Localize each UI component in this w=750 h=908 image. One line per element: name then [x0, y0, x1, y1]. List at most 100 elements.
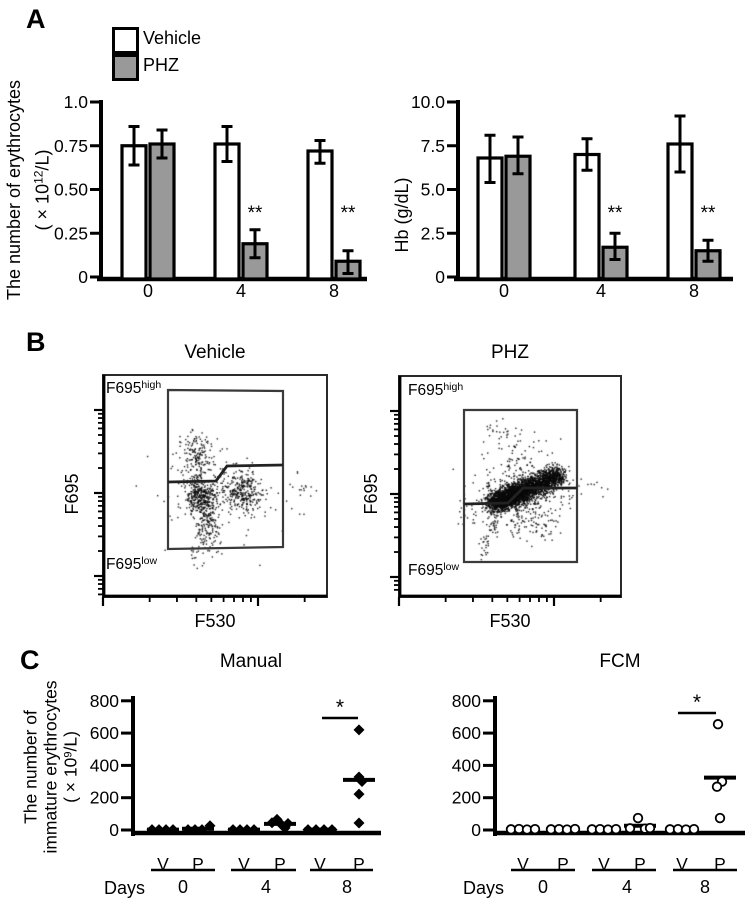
hb-ylabel: Hb (g/dL)	[392, 177, 412, 253]
data-point-diamond	[310, 824, 322, 836]
data-point-diamond	[353, 817, 365, 829]
data-point-diamond	[227, 824, 239, 836]
data-point-diamond	[160, 824, 172, 836]
gate-label-f695high-phz: F695high	[408, 381, 464, 399]
bar-vehicle-day4	[213, 142, 241, 281]
y-tick-label: 200	[452, 788, 481, 808]
x-category-label: 8	[689, 281, 699, 301]
data-point-diamond	[167, 824, 179, 836]
legend-label-phz: PHZ	[143, 55, 179, 75]
erythrocyte-ylabel-line1: The number of erythrocytes	[4, 79, 24, 301]
manual-sig-star: *	[335, 696, 345, 719]
data-point-diamond	[146, 824, 158, 836]
gate-label-f695high-vehicle: F695high	[106, 379, 162, 397]
data-point-circle	[712, 719, 724, 730]
data-point-diamond	[153, 824, 165, 836]
significance-stars: **	[608, 203, 623, 224]
panel-a-letter: A	[26, 4, 46, 34]
treatment-label: P	[634, 854, 646, 874]
treatment-label: P	[353, 854, 365, 874]
data-point-diamond	[196, 824, 208, 836]
data-point-diamond	[318, 824, 330, 836]
fcm-phz-dot-cloud	[399, 376, 621, 597]
fcm-phz-ylabel: F695	[361, 473, 381, 515]
day-number: 8	[700, 877, 710, 897]
y-tick-label: 200	[90, 788, 119, 808]
legend-label-vehicle: Vehicle	[143, 28, 202, 48]
data-point-circle	[529, 823, 541, 835]
y-tick-label: 800	[90, 691, 119, 711]
data-point-circle	[569, 823, 581, 835]
days-label-manual: Days	[103, 878, 145, 898]
y-tick-label: 2.5	[421, 223, 445, 243]
y-tick-label: 0	[471, 820, 481, 840]
day-number: 8	[342, 877, 352, 897]
data-point-diamond	[234, 824, 246, 836]
data-point-circle	[610, 823, 622, 835]
day-number: 0	[178, 877, 188, 897]
fcm-sig-star: *	[692, 691, 702, 714]
days-label-fcm: Days	[462, 878, 504, 898]
panel-b-letter: B	[26, 327, 46, 357]
x-category-label: 0	[499, 281, 509, 301]
x-category-label: 4	[596, 281, 606, 301]
y-tick-label: 800	[452, 691, 481, 711]
fcm-plot-fcm-gate-phz	[390, 375, 622, 606]
gate-divider	[167, 463, 284, 484]
fcm-gate	[166, 388, 285, 551]
data-point-circle	[711, 781, 723, 792]
x-category-label: 4	[236, 281, 246, 301]
data-point-diamond	[204, 820, 216, 832]
manual-title: Manual	[219, 651, 283, 672]
gate-divider	[463, 486, 577, 506]
bar-vehicle-day0	[120, 144, 148, 281]
bar-vehicle-day8	[306, 149, 334, 281]
data-point-diamond	[189, 824, 201, 836]
data-point-diamond	[241, 824, 253, 836]
significance-stars: **	[248, 203, 263, 224]
y-tick-label: 0	[109, 820, 119, 840]
data-point-diamond	[302, 824, 314, 836]
y-tick-label: 1.0	[64, 92, 89, 112]
fcm-phz-xlabel: F530	[489, 611, 531, 631]
legend-swatch-vehicle	[112, 27, 139, 54]
data-point-circle	[632, 812, 644, 824]
y-tick-label: 0.75	[54, 136, 88, 156]
data-point-circle	[624, 823, 636, 834]
data-point-diamond	[282, 818, 294, 830]
gate-label-f695low-vehicle: F695low	[106, 555, 158, 573]
y-tick-label: 0.50	[54, 180, 88, 200]
y-tick-label: 7.5	[421, 136, 445, 156]
y-tick-label: 10.0	[411, 92, 445, 112]
x-category-label: 0	[143, 281, 153, 301]
treatment-label: P	[192, 854, 204, 874]
erythrocyte-ylabel-line2: ( × 1012/L)	[31, 149, 53, 231]
data-point-circle	[688, 823, 700, 835]
data-point-diamond	[326, 824, 338, 836]
bar-chart-erythrocyte-count: 1.0 0.75 0.50 0.25 0 ** ** 0 4 8	[54, 92, 367, 301]
day-number: 4	[261, 877, 271, 897]
data-point-circle	[714, 812, 726, 824]
fcm-gate	[462, 408, 579, 564]
treatment-label: P	[274, 854, 286, 874]
y-tick-label: 400	[90, 755, 119, 775]
bar-chart-hemoglobin: 10.0 7.5 5.0 2.5 0 ** ** 0 4 8	[411, 92, 733, 301]
significance-stars: **	[701, 203, 716, 224]
data-point-circle	[644, 822, 656, 834]
immature-ylabel-line1: The number of	[20, 710, 41, 824]
fcm-vehicle-xlabel: F530	[194, 611, 236, 631]
immature-ylabel-line3: ( × 109/L)	[60, 731, 81, 803]
y-tick-label: 0	[78, 267, 88, 287]
fcm-plot-fcm-gate-vehicle	[94, 374, 328, 606]
y-tick-label: 0	[435, 267, 445, 287]
data-point-diamond	[356, 776, 368, 788]
treatment-label: P	[714, 854, 726, 874]
significance-stars: **	[341, 203, 356, 224]
data-point-diamond	[248, 824, 260, 836]
fcm-vehicle-dot-cloud	[103, 375, 327, 597]
day-number: 0	[538, 877, 548, 897]
y-tick-label: 600	[452, 723, 481, 743]
